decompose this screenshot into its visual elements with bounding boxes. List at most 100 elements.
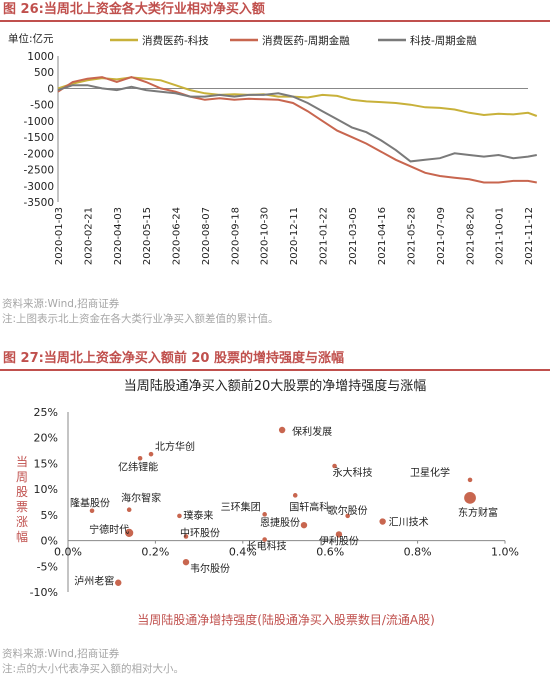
y-axis-label-char: 周 [16,470,28,484]
point-label: 韦尔股份 [190,562,230,575]
point-label: 宁德时代 [89,523,129,536]
y-tick-label: -1500 [23,132,54,144]
scatter-point [467,477,473,483]
scatter-point [89,508,95,514]
y-tick-label: 10% [34,483,58,496]
scatter-title: 当周陆股通净买入额前20大股票的净增持强度与涨幅 [124,378,427,394]
x-tick-label: 2021-07-09 [436,207,447,265]
y-axis-label-char: 幅 [16,529,28,544]
y-tick-label: 1000 [27,51,54,63]
y-tick-label: -5% [37,560,58,573]
y-tick-label: -3500 [23,197,54,209]
point-label: 东方财富 [458,506,498,519]
scatter-point [148,451,154,457]
x-tick-label: 2020-06-24 [172,207,183,265]
y-tick-label: -2500 [23,165,54,177]
x-tick-label: 2020-02-21 [83,207,94,265]
x-tick-label: 0.6% [316,546,344,559]
scatter-point [182,558,190,566]
scatter-point [262,512,267,517]
figure1-note: 注:上图表示北上资金在各大类行业净买入额差值的累计值。 [2,313,279,325]
legend-label: 科技-周期金融 [410,34,477,47]
y-tick-label: -2000 [23,148,54,160]
point-label: 三环集团 [221,500,261,513]
figure1-title: 图 26:当周北上资金各大类行业相对净买入额 [0,0,550,22]
y-unit-label: 单位:亿元 [8,32,54,45]
y-axis-label-char: 涨 [16,514,28,529]
y-axis-label-char: 股 [16,485,28,499]
scatter-point [332,463,337,469]
x-tick-label: 2021-05-28 [407,207,418,265]
scatter-point [345,513,350,519]
x-tick-label: 2020-12-11 [289,207,300,265]
x-tick-label: 2020-01-03 [54,207,65,265]
point-label: 歌尔股份 [328,504,368,517]
scatter-point [262,537,267,542]
point-label: 汇川技术 [389,516,429,529]
x-tick-label: 2020-08-07 [201,207,212,265]
point-label: 伊利股份 [319,535,359,547]
figure2-source: 资料来源:Wind,招商证券 [2,648,120,660]
x-tick-label: 2020-10-30 [260,207,271,265]
y-tick-label: 15% [34,457,58,470]
x-tick-label: 2021-01-22 [318,207,329,265]
point-label: 保利发展 [292,425,332,438]
x-tick-label: 2021-11-12 [524,207,535,265]
point-label: 恩捷股份 [260,516,300,529]
y-tick-label: 500 [34,67,54,79]
legend-label: 消费医药-周期金融 [262,34,350,47]
scatter-point [300,521,308,529]
y-tick-label: 0 [47,83,54,95]
scatter-point [464,491,476,504]
series-line [57,76,537,184]
y-tick-label: 5% [41,509,58,522]
scatter-point [177,513,182,519]
series-line [57,84,537,163]
point-label: 永大科技 [333,466,373,479]
scatter-point [278,426,286,434]
x-tick-label: 0.0% [54,546,82,559]
x-tick-label: 2020-05-15 [142,207,153,265]
x-tick-label: 0.8% [404,546,432,559]
scatter-point [137,455,143,461]
point-label: 长电科技 [247,540,287,553]
point-label: 隆基股份 [70,497,110,510]
point-label: 北方华创 [155,440,195,453]
series-line [57,76,538,117]
scatter-point [126,507,132,513]
y-axis-label-char: 票 [16,500,28,514]
y-tick-label: -500 [30,100,54,112]
scatter-chart: 当周陆股通净买入额前20大股票的净增持强度与涨幅 -10% -5% 0% 5% 10% 15… [16,378,519,627]
point-label: 泸州老窖 [74,575,114,588]
x-tick-label: 0.2% [141,546,169,559]
y-tick-label: -3000 [23,181,54,193]
y-tick-label: 20% [34,432,58,445]
point-label: 中环股份 [180,526,220,539]
scatter-point [379,518,386,525]
scatter-point [335,531,343,538]
point-label: 璞泰来 [183,509,213,522]
scatter-point [292,493,298,498]
line-chart: 单位:亿元 -3500 -3000 -2500 -2000 -1500 -1000 -500 0… [8,32,538,265]
y-tick-label: 25% [34,406,58,419]
point-label: 卫星化学 [410,466,450,479]
scatter-point [183,534,189,539]
legend-label: 消费医药-科技 [142,34,209,47]
y-axis-label-char: 当 [16,455,28,469]
x-tick-label: 2021-04-16 [377,207,388,265]
x-tick-label: 2020-04-03 [113,207,124,265]
scatter-point [125,528,134,537]
x-tick-label: 0.4% [229,546,257,559]
x-tick-label: 2021-03-05 [348,207,359,265]
y-tick-label: -1000 [23,116,54,128]
point-label: 亿纬锂能 [118,460,158,473]
x-tick-label: 2020-09-18 [230,207,241,265]
x-tick-label: 2021-10-01 [495,207,506,265]
point-label: 国轩高科 [289,500,329,513]
x-tick-label: 2021-08-20 [465,207,476,265]
point-label: 海尔智家 [121,492,161,505]
x-tick-label: 1.0% [491,546,519,559]
figure2-title: 图 27:当周北上资金净买入额前 20 股票的增持强度与涨幅 [0,349,550,371]
scatter-point [115,579,122,586]
figure1-source: 资料来源:Wind,招商证券 [2,298,120,310]
